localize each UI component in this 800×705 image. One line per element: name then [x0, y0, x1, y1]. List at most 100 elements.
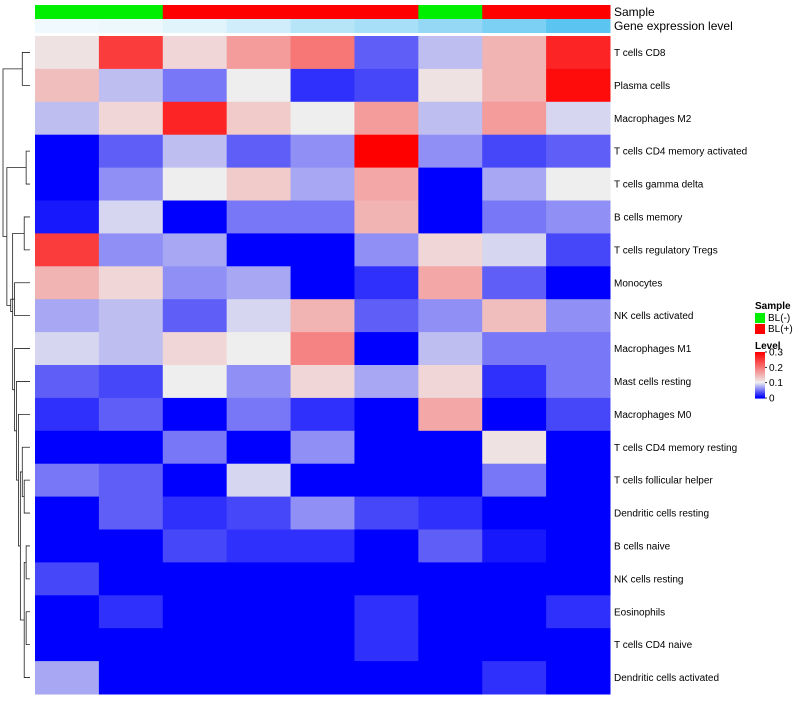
dendrogram-branch — [23, 479, 30, 514]
heatmap-cell — [354, 463, 419, 498]
row-label: Monocytes — [614, 278, 662, 289]
level-legend-gradient-step — [755, 367, 765, 369]
heatmap-cell — [162, 200, 228, 234]
heatmap-cell — [162, 463, 228, 498]
dendrogram-branch — [25, 611, 30, 646]
heatmap-cell — [226, 430, 292, 465]
heatmap-cell — [482, 529, 547, 563]
level-legend-gradient-step — [755, 376, 765, 378]
heatmap-cell — [35, 430, 100, 465]
level-legend-gradient-step — [755, 366, 765, 368]
heatmap-cell — [290, 529, 355, 563]
dendrogram-branch — [25, 150, 30, 185]
heatmap-cell — [162, 562, 228, 596]
heatmap-cell — [226, 463, 292, 498]
level-legend-gradient-step — [755, 362, 765, 364]
heatmap-cell — [290, 134, 355, 169]
dendrogram-branch — [18, 413, 30, 547]
heatmap-cell — [226, 167, 292, 201]
expression-annotation-cell — [98, 19, 164, 33]
level-legend-tick-label: 0.1 — [769, 378, 783, 389]
heatmap-cell — [482, 299, 547, 333]
level-legend-gradient-step — [755, 386, 765, 388]
level-legend-gradient-step — [755, 352, 765, 354]
heatmap-cell — [290, 200, 355, 234]
heatmap-cell — [418, 661, 483, 695]
level-legend-gradient-step — [755, 392, 765, 394]
heatmap-cell — [354, 167, 419, 201]
heatmap-cell — [290, 562, 355, 596]
heatmap-cell — [162, 661, 228, 695]
heatmap-cell — [226, 36, 292, 70]
heatmap-cell — [482, 430, 547, 465]
dendrogram-branch — [12, 233, 25, 391]
row-label: Macrophages M1 — [614, 344, 692, 355]
heatmap-cell — [226, 397, 292, 432]
heatmap-cell — [35, 661, 100, 695]
heatmap-cell — [354, 68, 419, 103]
heatmap-cell — [418, 68, 483, 103]
heatmap-cell — [354, 397, 419, 432]
heatmap-cell — [226, 101, 292, 136]
heatmap-cell — [98, 68, 164, 103]
heatmap-cell — [98, 562, 164, 596]
level-legend-tick-label: 0.3 — [769, 348, 783, 359]
heatmap-cell — [35, 36, 100, 70]
heatmap-cell — [482, 68, 547, 103]
level-legend-gradient-step — [755, 370, 765, 372]
heatmap-cell — [418, 463, 483, 498]
level-legend-gradient-step — [755, 364, 765, 366]
heatmap-cell — [98, 595, 164, 629]
level-legend-gradient-step — [755, 396, 765, 398]
heatmap-cell — [98, 200, 164, 234]
heatmap-cell — [162, 628, 228, 662]
level-legend-gradient-step — [755, 369, 765, 371]
heatmap-cell — [546, 200, 611, 234]
heatmap-cell — [418, 365, 483, 399]
heatmap-cell — [546, 299, 611, 333]
heatmap-cell — [226, 68, 292, 103]
level-legend-gradient-step — [755, 357, 765, 359]
dendrogram-branch — [2, 68, 23, 237]
heatmap-cell — [290, 397, 355, 432]
level-legend-gradient-step — [755, 379, 765, 381]
heatmap-cell — [546, 365, 611, 399]
level-legend-gradient-step — [755, 359, 765, 361]
sample-legend-swatch — [755, 313, 765, 323]
heatmap-cell — [546, 529, 611, 563]
dendrogram-branch — [25, 545, 30, 580]
sample-annotation-cell — [290, 5, 355, 19]
heatmap-cell — [482, 365, 547, 399]
heatmap-cell — [290, 36, 355, 70]
heatmap-cell — [482, 463, 547, 498]
heatmap-cell — [354, 365, 419, 399]
heatmap-cell — [162, 332, 228, 366]
heatmap-cell — [98, 134, 164, 169]
heatmap-cell — [35, 167, 100, 201]
heatmap-cell — [354, 595, 419, 629]
level-legend-gradient-step — [755, 368, 765, 370]
heatmap-cell — [162, 167, 228, 201]
heatmap-cell — [546, 36, 611, 70]
heatmap-cell — [35, 529, 100, 563]
level-legend-gradient-step — [755, 371, 765, 373]
heatmap-cell — [98, 266, 164, 300]
row-label: Plasma cells — [614, 81, 670, 92]
heatmap-cell — [290, 167, 355, 201]
row-label: Macrophages M2 — [614, 114, 692, 125]
dendrogram-branch — [6, 167, 27, 306]
heatmap-cell — [35, 365, 100, 399]
level-legend-gradient-step — [755, 397, 765, 399]
heatmap-cell — [35, 134, 100, 169]
expression-annotation-cell — [482, 19, 547, 33]
heatmap-cell — [354, 299, 419, 333]
heatmap-cell — [226, 595, 292, 629]
row-label: Eosinophils — [614, 607, 665, 618]
heatmap-cell — [354, 496, 419, 530]
heatmap-cell — [226, 562, 292, 596]
heatmap-cell — [482, 200, 547, 234]
heatmap-cell — [226, 233, 292, 267]
level-legend-gradient-step — [755, 377, 765, 379]
heatmap-cell — [162, 299, 228, 333]
